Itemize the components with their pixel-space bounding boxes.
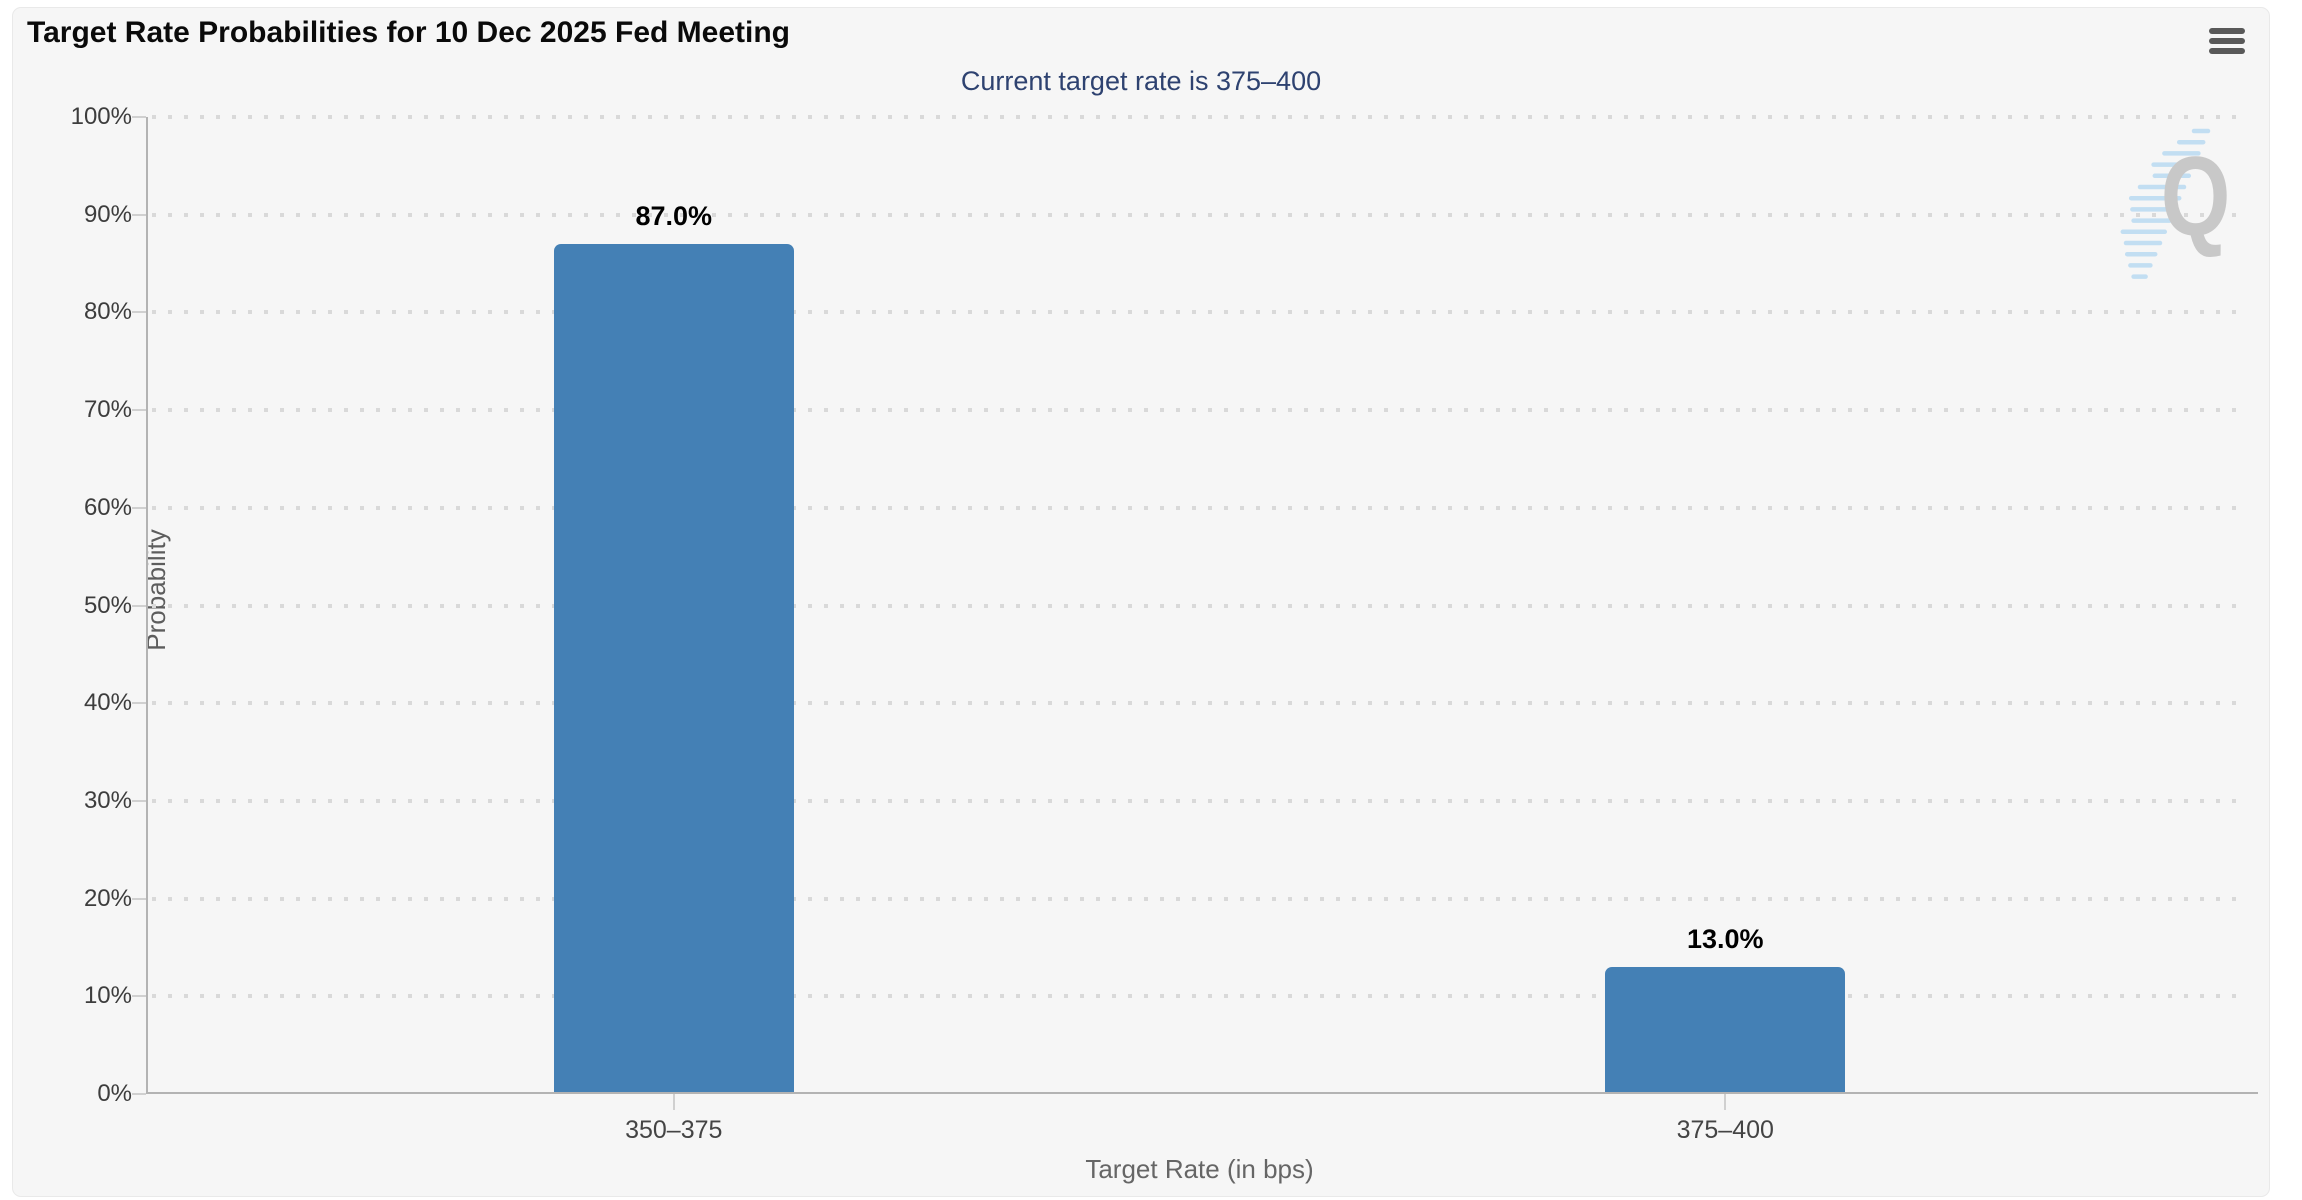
x-axis-line <box>146 1092 2258 1094</box>
y-axis-line <box>146 117 148 1094</box>
y-tick-mark <box>132 409 146 412</box>
y-tick-label: 50% <box>83 591 132 619</box>
chart-subtitle: Current target rate is 375–400 <box>960 66 1322 96</box>
hamburger-menu-icon[interactable] <box>2209 28 2245 54</box>
y-tick-mark <box>132 702 146 705</box>
y-tick-label: 100% <box>70 103 132 130</box>
y-tick-label: 40% <box>83 689 132 717</box>
y-tick-label: 20% <box>83 884 132 912</box>
y-tick-label: 30% <box>83 786 132 814</box>
y-tick-mark <box>132 604 146 607</box>
x-tick-mark <box>1724 1094 1727 1110</box>
gridline-60 <box>152 505 2245 510</box>
chart-title: Target Rate Probabilities for 10 Dec 202… <box>27 16 791 49</box>
bar-value-label: 13.0% <box>1686 923 1764 954</box>
x-tick-label: 350–375 <box>625 1116 723 1144</box>
x-tick-mark <box>672 1094 675 1110</box>
gridline-30 <box>152 798 2245 803</box>
bar-value-label: 87.0% <box>635 201 713 231</box>
y-tick-mark <box>132 506 146 509</box>
x-tick-label: 375–400 <box>1676 1116 1774 1144</box>
y-tick-label: 0% <box>97 1080 132 1107</box>
y-tick-label: 80% <box>83 298 132 326</box>
y-tick-label: 60% <box>83 493 132 521</box>
y-tick-mark <box>132 116 146 118</box>
y-tick-mark <box>132 799 146 802</box>
plot-area: Q Target Rate (in bps) Probability 0% 10%… <box>71 103 2258 1184</box>
bar-375–400[interactable] <box>1605 966 1846 1094</box>
y-tick-label: 70% <box>83 396 132 424</box>
gridline-20 <box>152 896 2245 901</box>
gridline-40 <box>152 701 2245 706</box>
y-tick-mark <box>132 995 146 998</box>
gridline-90 <box>152 212 2245 217</box>
gridline-70 <box>152 408 2245 413</box>
chart-panel: Target Rate Probabilities for 10 Dec 202… <box>12 7 2270 1197</box>
gridline-100 <box>152 115 2245 119</box>
menu-bar <box>2209 38 2245 44</box>
menu-bar <box>2209 28 2245 34</box>
y-tick-label: 10% <box>83 982 132 1010</box>
menu-bar <box>2209 48 2245 54</box>
y-tick-mark <box>132 1093 146 1095</box>
watermark-q-letter: Q <box>2160 134 2231 259</box>
gridline-50 <box>152 603 2245 608</box>
gridline-10 <box>152 994 2245 999</box>
bar-350–375[interactable] <box>553 244 794 1094</box>
x-axis-title: Target Rate (in bps) <box>1085 1154 1314 1184</box>
y-tick-mark <box>132 311 146 314</box>
y-tick-mark <box>132 213 146 216</box>
y-tick-label: 90% <box>83 200 132 228</box>
gridline-80 <box>152 310 2245 315</box>
y-tick-mark <box>132 897 146 900</box>
